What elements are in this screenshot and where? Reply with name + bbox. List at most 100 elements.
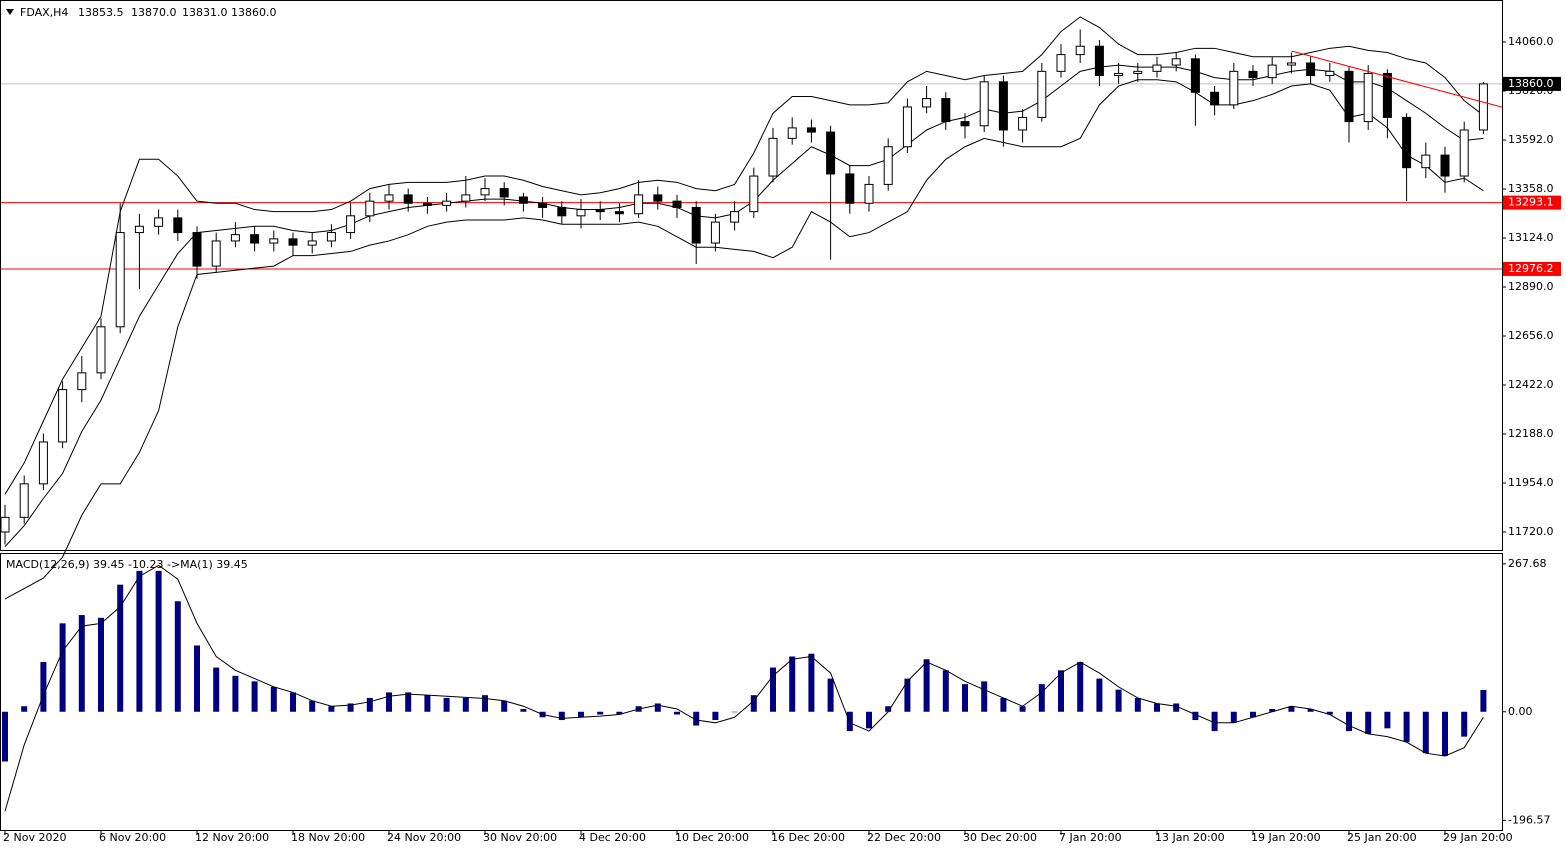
candle-body: [1018, 116, 1028, 131]
macd-bar: [616, 711, 623, 715]
macd-bar: [750, 695, 757, 712]
candle-body: [518, 196, 528, 204]
macd-bar: [1096, 678, 1103, 712]
ohlc-high: 13870.0: [131, 6, 177, 19]
candle-body: [922, 98, 932, 108]
macd-bar: [40, 662, 47, 712]
candle-body: [173, 217, 183, 234]
level-label: 12976.2: [1508, 262, 1554, 275]
macd-bar: [1058, 670, 1064, 712]
macd-bar: [827, 678, 834, 712]
macd-bar: [654, 703, 661, 712]
y-tick-label: 12890.0: [1508, 280, 1554, 293]
candle-body: [403, 194, 413, 204]
candle-body: [1056, 54, 1066, 72]
macd-bar: [731, 711, 738, 713]
candle-body: [384, 194, 394, 202]
macd-bar: [1192, 711, 1199, 721]
x-tick-label: 4 Dec 20:00: [579, 831, 646, 844]
candle-body: [576, 209, 586, 217]
macd-bar: [482, 695, 488, 712]
candle-body: [902, 106, 912, 148]
x-tick-label: 30 Dec 20:00: [963, 831, 1037, 844]
candle-body: [1440, 154, 1450, 177]
candle-body: [365, 200, 375, 217]
candle-body: [749, 175, 759, 213]
candle-body: [211, 240, 221, 267]
price-pane: [0, 0, 1503, 551]
candle-body: [480, 188, 490, 196]
candle-body: [787, 127, 797, 139]
macd-bar: [1250, 711, 1256, 718]
level-label: 13293.1: [1508, 196, 1554, 209]
macd-bar: [1019, 706, 1026, 712]
macd-bar: [885, 706, 892, 712]
candle-body: [0, 516, 10, 533]
macd-pane: [0, 553, 1503, 831]
y-tick-label: 11954.0: [1508, 476, 1554, 489]
candle-body: [1114, 72, 1124, 77]
macd-bar: [328, 706, 335, 712]
y-tick-label: 0.00: [1508, 705, 1533, 718]
y-tick-label: 12188.0: [1508, 427, 1554, 440]
macd-bar: [789, 656, 796, 712]
macd-label: MACD(12,26,9) 39.45 -10.23 ->MA(1) 39.45: [6, 558, 248, 571]
macd-bar: [1288, 706, 1295, 712]
macd-bar: [558, 711, 565, 721]
macd-bar: [155, 570, 162, 712]
macd-bar: [270, 686, 277, 712]
candle-body: [691, 206, 701, 244]
candle-body: [960, 121, 970, 127]
x-tick-label: 13 Jan 20:00: [1155, 831, 1225, 844]
macd-bar: [923, 659, 930, 712]
macd-bar: [424, 695, 431, 712]
candle-body: [672, 200, 682, 208]
band-upper: [4, 16, 1484, 495]
candle-body: [422, 202, 432, 206]
ohlc-close: 13860.0: [231, 6, 277, 19]
macd-bar: [1384, 711, 1391, 729]
y-tick-label: 13358.0: [1508, 182, 1554, 195]
candle-body: [38, 441, 48, 485]
candle-body: [1344, 70, 1354, 123]
macd-bar: [1422, 711, 1429, 754]
trendline: [1291, 50, 1503, 108]
y-tick-label: 14060.0: [1508, 35, 1554, 48]
candle-body: [768, 137, 778, 177]
x-tick-label: 25 Jan 20:00: [1347, 831, 1417, 844]
macd-bar: [808, 653, 815, 712]
macd-bar: [1173, 703, 1180, 712]
candle-body: [614, 211, 624, 215]
candle-body: [845, 173, 855, 204]
candle-body: [288, 238, 298, 246]
macd-bar: [1230, 711, 1237, 723]
candle-body: [346, 215, 356, 234]
x-tick-label: 19 Jan 20:00: [1251, 831, 1321, 844]
macd-bar: [674, 711, 680, 715]
x-tick-label: 22 Dec 20:00: [867, 831, 941, 844]
macd-bar: [712, 711, 719, 721]
x-tick-label: 29 Jan 20:00: [1443, 831, 1513, 844]
candle-body: [1382, 72, 1392, 118]
y-tick-label: 13124.0: [1508, 231, 1554, 244]
last-price-label: 13860.0: [1508, 77, 1554, 90]
signal-line: [4, 564, 1484, 812]
y-tick-label: 12656.0: [1508, 329, 1554, 342]
macd-bar: [117, 584, 124, 712]
macd-bar: [1134, 697, 1141, 712]
candle-body: [1363, 72, 1373, 123]
macd-bar: [1000, 697, 1007, 712]
candle-body: [115, 232, 125, 328]
macd-bar: [1269, 708, 1276, 712]
candle-body: [864, 183, 874, 204]
macd-bar: [1211, 711, 1218, 732]
macd-bar: [290, 692, 296, 712]
macd-bar: [1154, 703, 1160, 712]
macd-bar: [1461, 711, 1468, 737]
macd-bar: [1326, 711, 1333, 715]
macd-bar: [501, 700, 508, 712]
macd-bar: [520, 708, 527, 712]
macd-bar: [98, 617, 104, 712]
ohlc-open: 13853.5: [78, 6, 124, 19]
macd-bar: [1480, 689, 1487, 712]
